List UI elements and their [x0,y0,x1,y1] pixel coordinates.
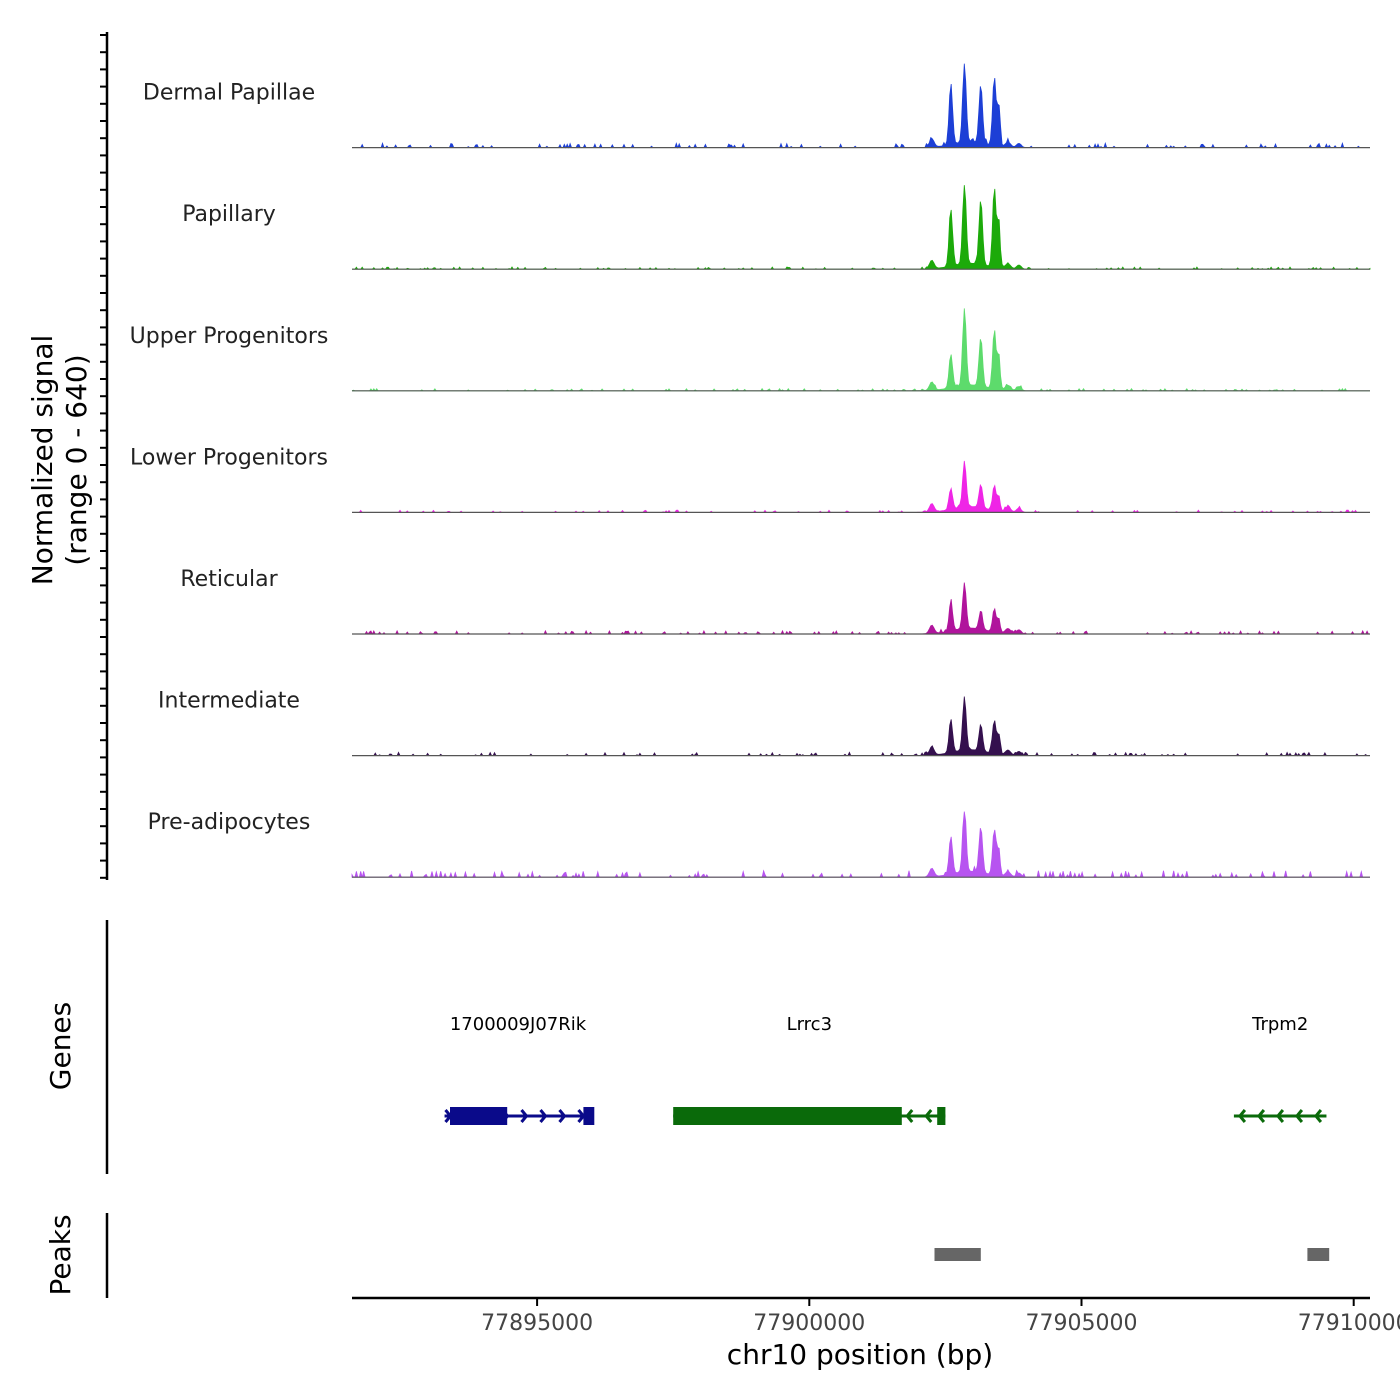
track-label: Dermal Papillae [143,81,315,106]
x-tick-label: 77895000 [481,1311,593,1336]
y-axis-label-line2: (range 0 - 640) [60,354,93,565]
strand-arrow [924,1109,933,1123]
gene-annotations: 1700009J07Rik Lrrc3 Trpm2 [444,1014,1327,1125]
genes-panel-label: Genes [44,1002,77,1090]
track-intermediate: Intermediate [158,689,1370,757]
x-tick-label: 77905000 [1026,1311,1138,1336]
coverage-area [351,308,1370,392]
track-lower-progenitors: Lower Progenitors [130,445,1370,514]
track-label: Reticular [180,567,278,592]
strand-arrow [1256,1109,1266,1123]
gene-trpm2: Trpm2 [1233,1014,1327,1123]
gene-lrrc3: Lrrc3 [673,1014,946,1125]
gene-exon [937,1107,946,1125]
gene-exon [583,1107,595,1125]
peaks-panel-label: Peaks [44,1214,77,1295]
gene-exon [450,1107,508,1125]
track-papillary: Papillary [182,185,1371,270]
track-label: Pre-adipocytes [148,810,311,835]
track-reticular: Reticular [180,567,1370,635]
peak-region [934,1248,981,1261]
coverage-area [351,811,1370,879]
strand-arrow [1237,1109,1247,1123]
x-axis-ticks: 77895000 77900000 77905000 77910000 [481,1298,1400,1336]
coverage-tracks: Dermal Papillae Papillary Upper Progenitor… [130,63,1371,879]
track-label: Lower Progenitors [130,445,328,470]
x-tick-label: 77910000 [1298,1311,1400,1336]
coverage-y-ticks [100,34,107,879]
gene-1700009j07rik: 1700009J07Rik [444,1014,595,1125]
gene-label: Lrrc3 [787,1014,832,1035]
gene-label: Trpm2 [1251,1014,1308,1035]
track-upper-progenitors: Upper Progenitors [130,308,1370,392]
strand-arrow [905,1109,914,1123]
y-axis-label-line1: Normalized signal [26,335,59,586]
track-pre-adipocytes: Pre-adipocytes [148,810,1370,879]
track-label: Upper Progenitors [130,324,329,349]
gene-exon [673,1107,902,1125]
track-label: Papillary [182,202,276,227]
strand-arrow [539,1109,548,1123]
strand-arrow [1294,1109,1304,1123]
peak-regions [934,1248,1330,1261]
strand-arrow [520,1109,529,1123]
coverage-area [352,63,1370,149]
peak-region [1307,1248,1330,1261]
strand-arrow [558,1109,567,1123]
strand-arrow [1313,1109,1323,1123]
coverage-area [352,696,1370,757]
x-axis-label: chr10 position (bp) [727,1338,993,1371]
strand-arrow [1275,1109,1285,1123]
gene-label: 1700009J07Rik [450,1014,587,1035]
coverage-area [352,460,1370,514]
track-label: Intermediate [158,689,300,714]
track-dermal-papillae: Dermal Papillae [143,63,1370,149]
x-tick-label: 77900000 [753,1311,865,1336]
coverage-area [352,185,1371,270]
coverage-area [352,582,1370,635]
